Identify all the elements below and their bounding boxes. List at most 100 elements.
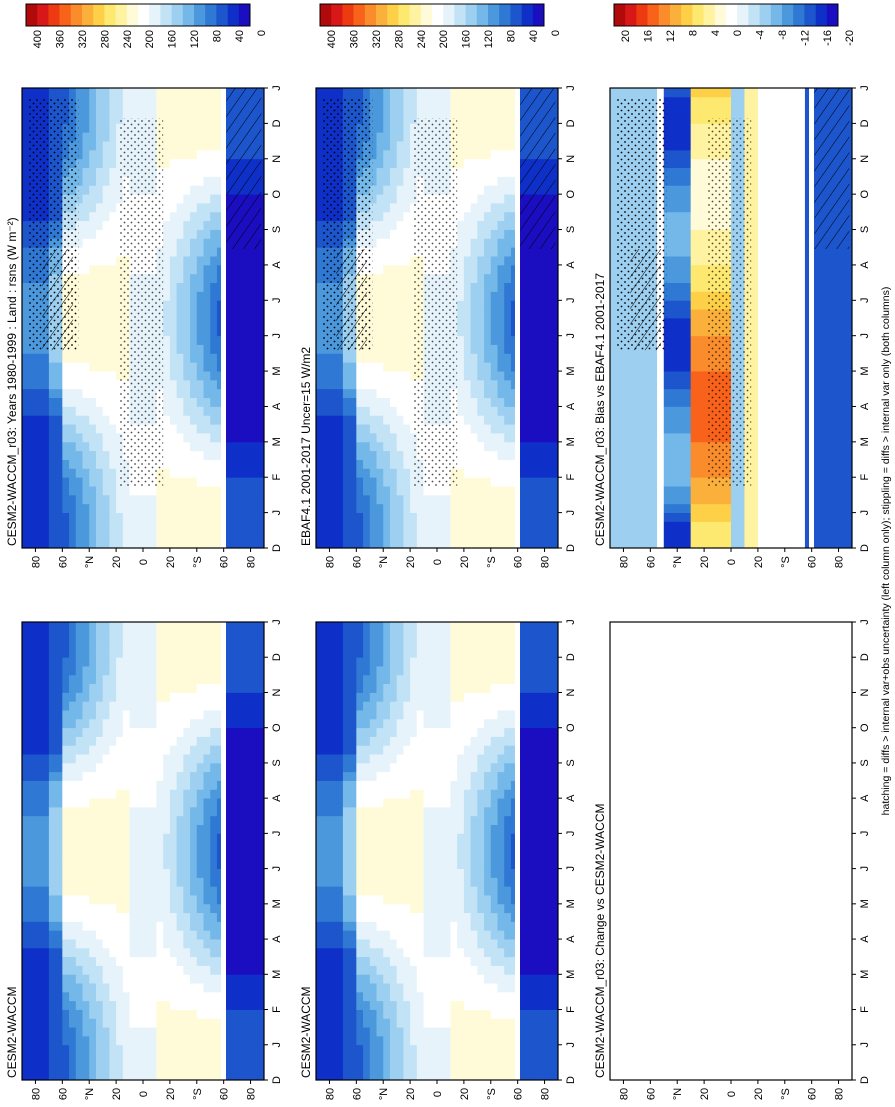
field-cell: [123, 1054, 130, 1063]
field-cell: [89, 185, 96, 194]
field-cell: [170, 781, 177, 790]
field-cell: [323, 424, 330, 433]
field-cell: [197, 816, 204, 825]
field-cell: [197, 442, 204, 451]
field-cell: [197, 150, 204, 159]
field-cell: [397, 486, 404, 495]
field-cell: [123, 983, 130, 992]
field-cell: [403, 265, 410, 274]
field-cell: [89, 442, 96, 451]
field-cell: [183, 141, 190, 150]
field-cell: [177, 212, 184, 221]
field-cell: [109, 141, 116, 150]
field-cell: [170, 657, 177, 666]
field-cell: [62, 648, 69, 657]
field-cell: [210, 300, 217, 309]
field-cell: [76, 877, 83, 886]
field-cell: [96, 530, 103, 539]
field-cell: [230, 966, 237, 975]
field-cell: [383, 336, 390, 345]
field-cell: [204, 1018, 211, 1027]
field-cell: [390, 176, 397, 185]
field-cell: [62, 710, 69, 719]
field-cell: [123, 495, 130, 504]
field-cell: [323, 521, 330, 530]
field-cell: [123, 921, 130, 930]
field-cell: [424, 97, 431, 106]
field-cell: [450, 495, 457, 504]
field-cell: [163, 930, 170, 939]
field-cell: [237, 1010, 244, 1019]
field-cell: [156, 486, 163, 495]
field-cell: [109, 877, 116, 886]
field-cell: [350, 442, 357, 451]
field-cell: [390, 300, 397, 309]
field-cell: [383, 185, 390, 194]
field-cell: [251, 640, 258, 649]
field-cell: [109, 851, 116, 860]
field-cell: [163, 1001, 170, 1010]
field-cell: [103, 895, 110, 904]
field-cell: [136, 513, 143, 522]
field-cell: [237, 966, 244, 975]
field-cell: [323, 539, 330, 548]
field-cell: [397, 150, 404, 159]
field-cell: [170, 1071, 177, 1080]
field-cell: [109, 353, 116, 362]
field-cell: [136, 684, 143, 693]
field-cell: [136, 763, 143, 772]
field-cell: [377, 300, 384, 309]
field-cell: [190, 468, 197, 477]
field-cell: [69, 1001, 76, 1010]
field-cell: [230, 291, 237, 300]
field-cell: [356, 477, 363, 486]
field-cell: [197, 212, 204, 221]
field-cell: [83, 132, 90, 141]
field-cell: [257, 345, 264, 354]
field-cell: [257, 930, 264, 939]
field-cell: [210, 495, 217, 504]
field-cell: [83, 745, 90, 754]
field-cell: [29, 798, 36, 807]
field-cell: [237, 789, 244, 798]
field-cell: [457, 345, 464, 354]
field-cell: [197, 221, 204, 230]
field-cell: [170, 798, 177, 807]
field-cell: [204, 176, 211, 185]
field-cell: [163, 424, 170, 433]
field-cell: [49, 648, 56, 657]
field-cell: [103, 913, 110, 922]
field-cell: [383, 97, 390, 106]
field-cell: [197, 132, 204, 141]
field-cell: [177, 132, 184, 141]
field-cell: [237, 1062, 244, 1071]
field-cell: [35, 798, 42, 807]
field-cell: [410, 495, 417, 504]
field-cell: [136, 539, 143, 548]
field-cell: [356, 362, 363, 371]
field-cell: [170, 666, 177, 675]
field-cell: [257, 406, 264, 415]
field-cell: [136, 745, 143, 754]
field-cell: [150, 710, 157, 719]
field-cell: [183, 772, 190, 781]
field-cell: [163, 318, 170, 327]
field-cell: [170, 247, 177, 256]
field-cell: [22, 291, 29, 300]
field-cell: [56, 754, 63, 763]
field-cell: [403, 345, 410, 354]
field-cell: [210, 371, 217, 380]
field-cell: [76, 1018, 83, 1027]
field-cell: [457, 433, 464, 442]
field-cell: [390, 442, 397, 451]
field-cell: [103, 816, 110, 825]
field-cell: [437, 97, 444, 106]
field-cell: [76, 860, 83, 869]
field-cell: [130, 1036, 137, 1045]
field-cell: [251, 521, 258, 530]
field-cell: [143, 513, 150, 522]
field-cell: [96, 141, 103, 150]
field-cell: [116, 1036, 123, 1045]
field-cell: [397, 194, 404, 203]
field-cell: [251, 1010, 258, 1019]
